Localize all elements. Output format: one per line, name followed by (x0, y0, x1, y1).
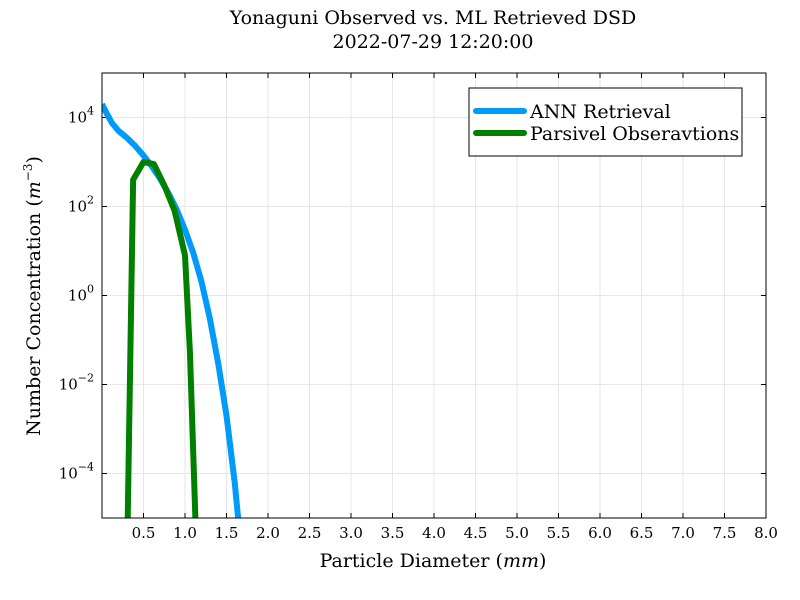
plot-frame (101, 72, 767, 519)
legend: ANN Retrieval Parsivel Obseravtions (468, 87, 743, 157)
y-tick-label: 100 (68, 283, 94, 305)
legend-label-ann-retrieval: ANN Retrieval (529, 101, 671, 123)
y-axis-label: Number Concentration (m−3) (21, 156, 45, 436)
chart-title: Yonaguni Observed vs. ML Retrieved DSD (229, 7, 637, 29)
x-tick-label: 6.5 (630, 524, 654, 542)
series-line-ann-retrieval (102, 102, 242, 518)
x-tick-label: 4.5 (464, 524, 488, 542)
series-layer (102, 102, 242, 518)
x-tick-label: 4.0 (422, 524, 446, 542)
x-tick-label: 5.5 (547, 524, 571, 542)
y-axis-ticks: 104 102 100 10−2 10−4 (59, 105, 766, 483)
y-tick-label: 10−4 (59, 461, 94, 483)
x-tick-label: 2.0 (256, 524, 280, 542)
x-tick-label: 5.0 (505, 524, 529, 542)
chart-subtitle: 2022-07-29 12:20:00 (333, 31, 534, 53)
x-tick-label: 1.5 (215, 524, 239, 542)
y-tick-label: 104 (68, 105, 94, 127)
y-tick-label: 102 (68, 194, 94, 216)
x-tick-label: 3.5 (381, 524, 405, 542)
x-axis-label: Particle Diameter (mm) (320, 550, 547, 572)
x-tick-label: 8.0 (754, 524, 778, 542)
x-tick-label: 1.0 (173, 524, 197, 542)
x-tick-label: 3.0 (339, 524, 363, 542)
x-tick-label: 7.0 (671, 524, 695, 542)
legend-box (468, 87, 743, 157)
y-tick-label: 10−2 (59, 372, 94, 394)
legend-label-parsivel-observations: Parsivel Obseravtions (530, 123, 739, 145)
x-tick-label: 0.5 (132, 524, 156, 542)
series-line-parsivel-observations (124, 159, 199, 518)
x-tick-label: 6.0 (588, 524, 612, 542)
x-tick-label: 7.5 (713, 524, 737, 542)
x-tick-label: 2.5 (298, 524, 322, 542)
x-axis-ticks: 0.5 1.0 1.5 2.0 2.5 3.0 3.5 4.0 4.5 5.0 5.5 6.0 6.5 7… (132, 73, 778, 542)
